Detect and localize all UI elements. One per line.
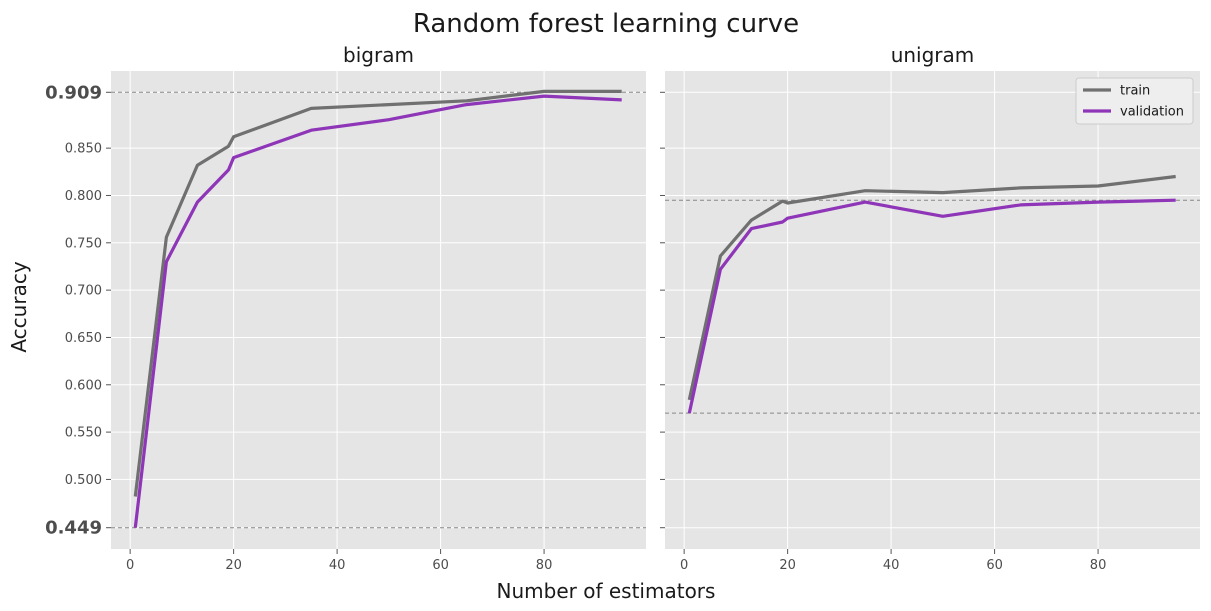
y-axis-label: Accuracy [7,261,31,352]
legend-label-validation: validation [1120,105,1184,120]
x-tick-label: 60 [986,558,1003,573]
y-tick-label: 0.650 [65,331,102,346]
unigram-panel: unigram 0 20 40 60 80 train validation [660,43,1200,573]
unigram-panel-title: unigram [891,43,975,67]
train-line [133,89,622,497]
y-tick-label: 0.600 [65,378,102,393]
bigram-panel: bigram 0 20 40 60 80 0.449 0.500 0.550 0.600 0.65… [45,43,646,573]
y-tick-label: 0.500 [65,473,102,488]
validation-line [133,94,622,528]
x-tick-label: 0 [680,558,688,573]
plot-area [665,71,1200,549]
x-tick-label: 20 [779,558,796,573]
y-tick-label: 0.909 [45,82,102,103]
figure-title: Random forest learning curve [413,9,799,39]
x-tick-label: 60 [432,558,449,573]
y-tick-label: 0.550 [65,426,102,441]
y-tick-label: 0.449 [45,518,102,539]
x-tick-label: 40 [883,558,900,573]
x-tick-label: 0 [126,558,134,573]
x-tick-label: 80 [1090,558,1107,573]
x-axis-label: Number of estimators [497,579,716,603]
y-tick-label: 0.700 [65,284,102,299]
bigram-panel-title: bigram [343,43,414,67]
y-tick-label: 0.750 [65,236,102,251]
x-tick-label: 40 [329,558,346,573]
y-tick-label: 0.850 [65,142,102,157]
legend-label-train: train [1120,84,1150,99]
x-tick-label: 80 [536,558,553,573]
train-line [687,174,1176,401]
validation-line [687,198,1176,414]
plot-area [111,71,646,549]
x-tick-label: 20 [225,558,242,573]
y-tick-label: 0.800 [65,189,102,204]
